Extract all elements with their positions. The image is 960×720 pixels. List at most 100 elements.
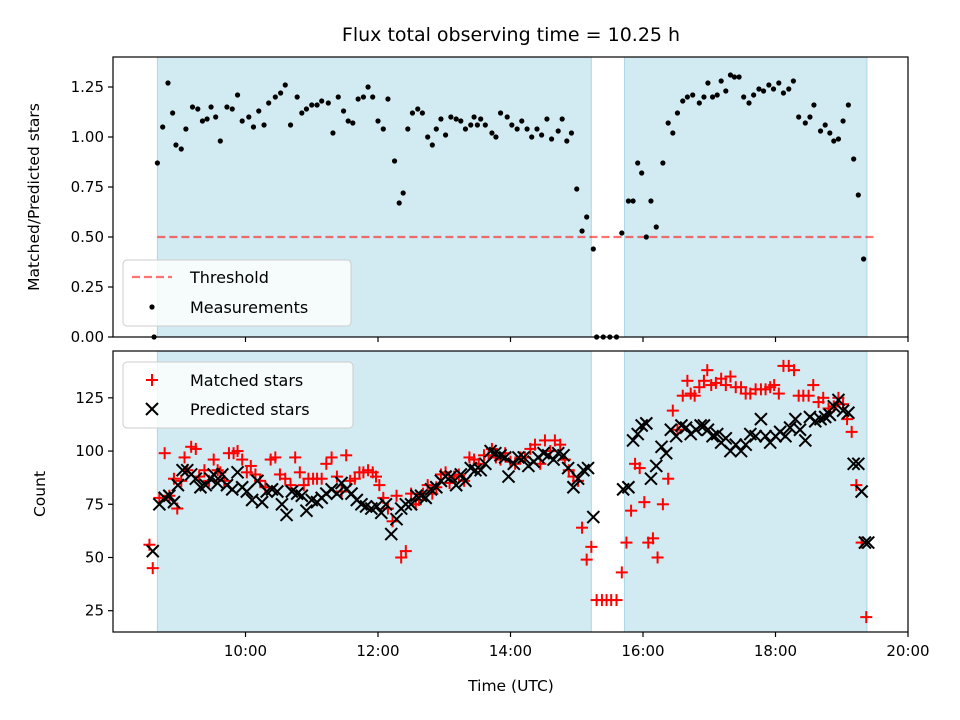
matched-star-point xyxy=(817,391,830,404)
matched-star-point xyxy=(638,496,651,509)
predicted-star-point xyxy=(778,429,793,443)
predicted-star-point xyxy=(167,495,181,509)
measurement-point xyxy=(429,142,435,148)
measurement-point xyxy=(448,114,454,120)
measurement-point xyxy=(365,84,371,90)
bottom-legend: Matched stars Predicted stars xyxy=(122,361,354,429)
measurement-point xyxy=(409,110,416,116)
matched-star-point xyxy=(620,536,633,549)
predicted-star-point xyxy=(299,503,314,518)
measurement-point xyxy=(385,96,391,102)
measurement-point xyxy=(555,128,561,134)
measurement-point xyxy=(845,102,851,108)
matched-star-point xyxy=(676,389,689,402)
measurement-point xyxy=(246,114,252,120)
measurement-point xyxy=(736,74,742,80)
matched-star-point xyxy=(178,451,191,464)
predicted-star-point xyxy=(758,429,773,443)
measurement-point xyxy=(840,118,846,124)
measurement-point xyxy=(529,134,535,140)
measurement-point xyxy=(350,120,356,126)
measurement-point xyxy=(574,186,580,192)
measurement-point xyxy=(835,136,842,142)
matched-star-point xyxy=(610,594,623,607)
y-tick-label: 100 xyxy=(75,442,104,460)
threshold-legend-label: Threshold xyxy=(189,268,269,287)
measurement-point xyxy=(643,234,649,240)
measurement-point xyxy=(309,102,315,108)
y-tick-label: 50 xyxy=(85,548,104,566)
measurement-point xyxy=(468,122,474,128)
measurement-point xyxy=(731,74,738,80)
predicted-star-point xyxy=(501,469,516,484)
measurement-point xyxy=(282,82,288,88)
x-tick-label: 20:00 xyxy=(886,642,929,660)
matched-star-point xyxy=(207,453,220,466)
predicted-star-point xyxy=(654,440,669,454)
predicted-star-point xyxy=(162,489,177,503)
matched-star-point xyxy=(656,498,669,511)
matched-star-point xyxy=(386,515,399,528)
measurements-legend-swatch xyxy=(149,304,155,310)
matched-star-point xyxy=(666,404,679,417)
measurement-point xyxy=(680,98,686,104)
measurement-point xyxy=(178,146,184,152)
y-tick-label: 1.25 xyxy=(71,78,104,96)
measurement-point xyxy=(746,100,752,106)
predicted-star-point xyxy=(498,450,512,465)
predicted-star-point xyxy=(748,429,763,443)
predicted-star-point xyxy=(693,418,708,433)
matched-star-point xyxy=(315,472,328,485)
predicted-star-point xyxy=(719,431,733,445)
predicted-star-point xyxy=(639,416,654,431)
matched-star-point xyxy=(297,479,310,492)
measurement-point xyxy=(303,106,310,112)
measurement-point xyxy=(272,94,278,100)
measurement-point xyxy=(723,88,729,94)
matched-star-point xyxy=(399,545,412,558)
measurement-point xyxy=(345,118,351,124)
measurement-point xyxy=(330,130,336,136)
matched-star-point xyxy=(633,462,646,475)
measurement-point xyxy=(266,100,272,106)
matched-star-point xyxy=(146,562,159,575)
matched-star-point xyxy=(788,364,801,377)
measurement-point xyxy=(489,130,495,136)
predicted-star-point xyxy=(827,399,841,414)
predicted-star-point xyxy=(275,497,289,511)
measurement-point xyxy=(665,120,671,126)
measurement-point xyxy=(519,118,525,124)
measurement-point xyxy=(380,126,386,132)
measurement-point xyxy=(224,104,230,110)
matched-star-point xyxy=(293,466,306,479)
matched-star-point xyxy=(158,447,171,460)
predicted-star-point xyxy=(270,484,285,499)
matched-star-point xyxy=(625,504,638,517)
predicted-star-point xyxy=(644,472,658,486)
measurement-point xyxy=(564,138,570,144)
matched-star-point xyxy=(845,425,858,438)
measurement-point xyxy=(802,120,808,126)
predicted-star-point xyxy=(854,484,869,499)
matched-star-point xyxy=(231,445,244,458)
measurement-point xyxy=(851,156,857,162)
predicted-star-point xyxy=(546,452,561,467)
matched-star-point xyxy=(807,379,820,392)
predicted-star-point xyxy=(404,497,418,511)
predicted-star-point xyxy=(710,427,724,441)
matched-star-point xyxy=(554,438,567,451)
matched-legend-swatch xyxy=(146,374,158,386)
measurement-point xyxy=(705,80,711,86)
predicted-star-point xyxy=(245,493,259,507)
measurement-point xyxy=(674,110,681,116)
measurement-point xyxy=(287,122,294,128)
bottom-y-ticks: 25 50 75 100 125 xyxy=(75,389,113,620)
x-tick-label: 14:00 xyxy=(489,642,532,660)
predicted-star-point xyxy=(449,478,463,492)
matched-legend-label: Matched stars xyxy=(190,371,303,390)
bottom-panel: 25 50 75 100 125 10:00 12:00 14:00 16:00 18:00 20… xyxy=(31,350,930,695)
measurement-point xyxy=(807,114,813,120)
predicted-star-point xyxy=(230,465,245,480)
y-tick-label: 75 xyxy=(85,495,104,513)
measurement-point xyxy=(314,102,320,108)
